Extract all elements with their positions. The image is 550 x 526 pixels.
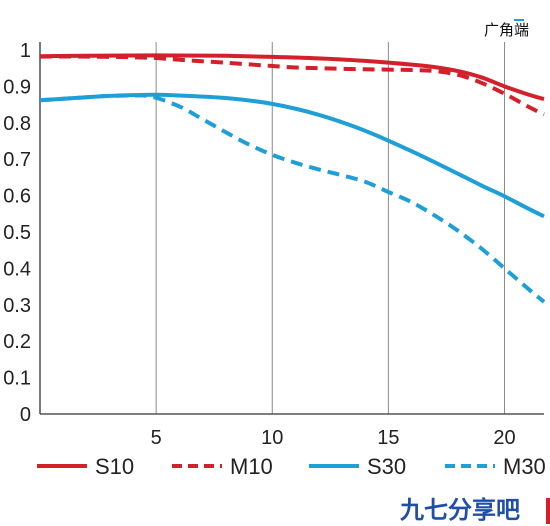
series-layer <box>40 53 546 304</box>
y-tick-label: 0.8 <box>3 113 31 135</box>
y-tick-label: 0 <box>20 404 31 426</box>
tick-label-layer: 5 10 15 20 0 0.1 0.2 0.3 0.4 0.5 0.6 0.7 0.8 0.9 1 <box>3 19 524 449</box>
legend: S10 M10 S30 M30 <box>37 454 546 479</box>
y-tick-label: 0.5 <box>3 222 31 244</box>
y-tick-label: 0.4 <box>3 258 31 280</box>
x-tick-label: 10 <box>261 427 283 449</box>
watermark-text: 九七分享吧 <box>399 496 520 524</box>
y-tick-label: 0.7 <box>3 149 31 171</box>
series-line-s10 <box>40 53 545 102</box>
y-tick-label: 0.1 <box>3 368 31 390</box>
series-line-m30 <box>40 93 546 304</box>
x-tick-label: 15 <box>377 427 399 449</box>
y-tick-label: 0.6 <box>3 186 31 208</box>
series-line-s30 <box>40 92 545 219</box>
y-tick-label: 0.9 <box>3 76 31 98</box>
corner-annotation: 广角端 <box>484 21 529 39</box>
y-tick-label: 1 <box>20 40 31 62</box>
legend-label-m10: M10 <box>230 454 273 479</box>
y-tick-label: 0.2 <box>3 331 31 353</box>
x-tick-label: 5 <box>151 427 162 449</box>
axis-layer <box>39 42 544 415</box>
watermark: 九七分享吧 <box>399 496 550 524</box>
legend-label-s10: S10 <box>95 454 134 479</box>
legend-label-m30: M30 <box>503 454 546 479</box>
legend-label-s30: S30 <box>367 454 406 479</box>
series-line-m10 <box>40 54 545 117</box>
x-tick-label: 20 <box>493 427 515 449</box>
y-tick-label: 0.3 <box>3 295 31 317</box>
